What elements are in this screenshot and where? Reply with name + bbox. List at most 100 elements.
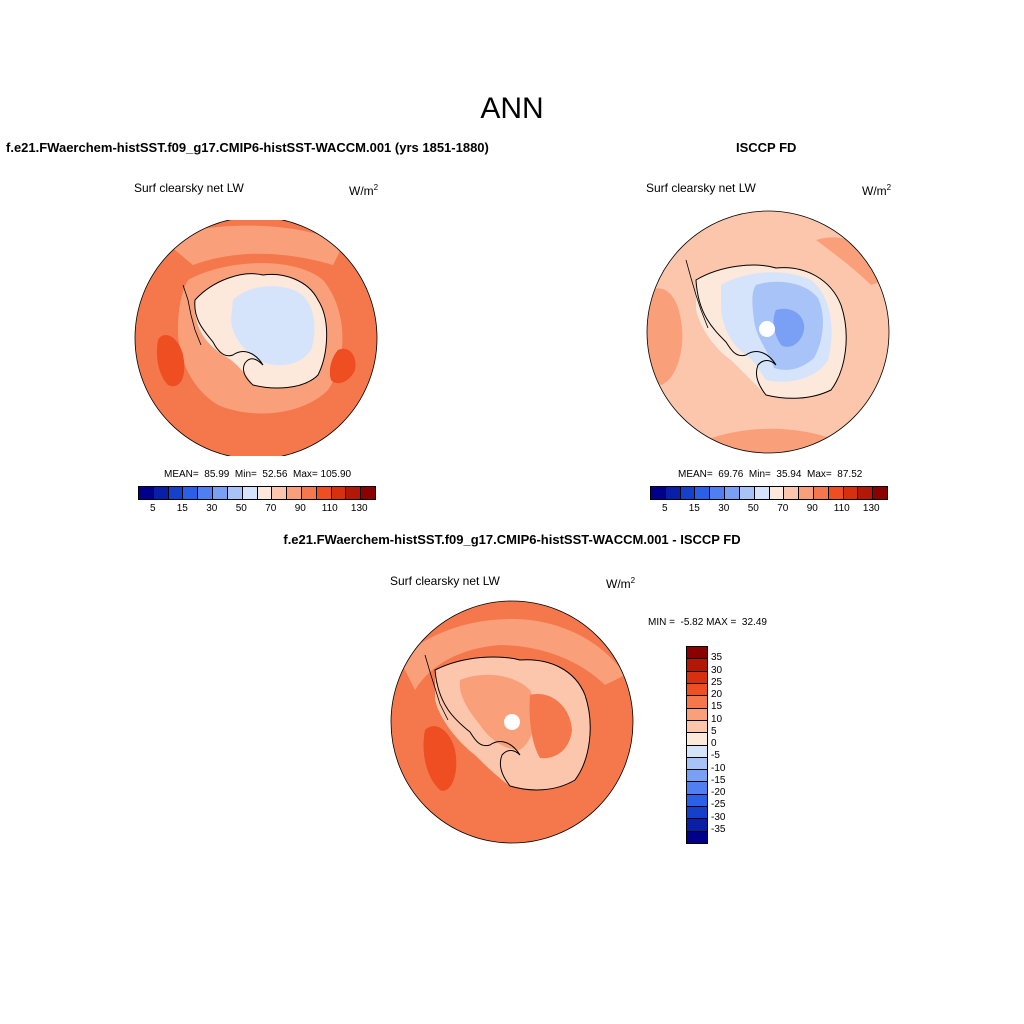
model-colorbar (138, 486, 376, 500)
obs-pole-hole (759, 321, 775, 337)
colorbar-swatch (687, 756, 707, 770)
model-antarctica-interior (231, 286, 315, 366)
obs-antarctica-core (773, 308, 805, 347)
colorbar-swatch (709, 487, 725, 499)
diff-panel-title: f.e21.FWaerchem-histSST.f09_g17.CMIP6-hi… (283, 532, 741, 547)
model-colorbar-labels: 5 15 30 50 70 90 110 130 (138, 503, 374, 517)
diff-variable-label: Surf clearsky net LW (390, 574, 500, 588)
model-panel-title: f.e21.FWaerchem-histSST.f09_g17.CMIP6-hi… (6, 140, 489, 155)
colorbar-tick-label: 130 (862, 503, 880, 514)
diff-hot-patch-west (423, 726, 457, 791)
colorbar-tick-label: 30 (206, 503, 218, 514)
model-variable-label: Surf clearsky net LW (134, 181, 244, 195)
diff-units-label: W/m2 (606, 576, 636, 591)
colorbar-tick-label: 5 (661, 503, 668, 514)
colorbar-swatch (256, 487, 272, 499)
diff-map-border (390, 600, 634, 844)
obs-polar-map (646, 210, 890, 454)
colorbar-tick-label: 25 (711, 676, 723, 688)
main-title: ANN (480, 92, 544, 125)
colorbar-tick-label: -35 (711, 823, 726, 835)
diff-polar-map (390, 600, 634, 844)
colorbar-swatch (651, 487, 665, 499)
colorbar-swatch (330, 487, 346, 499)
colorbar-tick-label: -20 (711, 787, 726, 798)
colorbar-tick-label: 70 (777, 503, 789, 514)
diff-antarctica-east (529, 694, 572, 759)
obs-variable-label: Surf clearsky net LW (646, 181, 756, 195)
colorbar-tick-label: 0 (711, 738, 717, 749)
obs-warm-patch-northeast (816, 237, 886, 285)
colorbar-swatch (167, 487, 183, 499)
colorbar-tick-label: 30 (718, 503, 730, 514)
colorbar-swatch (687, 682, 707, 696)
colorbar-tick-label: -5 (711, 750, 720, 762)
colorbar-tick-label: 5 (149, 503, 156, 514)
colorbar-swatch (345, 487, 361, 499)
colorbar-tick-label: 35 (711, 652, 723, 664)
colorbar-tick-label: 90 (294, 503, 306, 514)
colorbar-swatch (360, 487, 375, 499)
colorbar-swatch (842, 487, 858, 499)
colorbar-swatch (687, 830, 707, 843)
colorbar-swatch (687, 818, 707, 831)
diff-pole-hole (504, 714, 520, 730)
model-map-border (134, 220, 378, 456)
colorbar-tick-label: 15 (711, 701, 723, 713)
colorbar-tick-label: 50 (235, 503, 247, 514)
colorbar-swatch (724, 487, 739, 499)
obs-panel-title: ISCCP FD (736, 140, 797, 155)
colorbar-swatch (687, 647, 707, 659)
colorbar-tick-label: 10 (711, 713, 723, 725)
model-coastline (194, 273, 328, 389)
colorbar-swatch (286, 487, 301, 499)
colorbar-swatch (241, 487, 257, 499)
colorbar-swatch (687, 732, 707, 745)
colorbar-tick-label: 5 (711, 725, 717, 737)
colorbar-swatch (687, 658, 707, 671)
diff-coastline (434, 656, 591, 791)
colorbar-swatch (738, 487, 754, 499)
obs-peninsula-coast (685, 259, 709, 329)
colorbar-swatch (687, 806, 707, 819)
colorbar-swatch (687, 793, 707, 807)
obs-colorbar-labels: 5 15 30 50 70 90 110 130 (650, 503, 886, 517)
colorbar-swatch (152, 487, 168, 499)
obs-units-label: W/m2 (862, 183, 892, 198)
colorbar-swatch (226, 487, 242, 499)
colorbar-swatch (687, 719, 707, 733)
colorbar-swatch (812, 487, 828, 499)
model-units-label: W/m2 (349, 183, 379, 198)
colorbar-tick-label: -15 (711, 774, 726, 786)
colorbar-swatch (872, 487, 887, 499)
colorbar-tick-label: 30 (711, 664, 723, 676)
colorbar-swatch (687, 695, 707, 708)
colorbar-swatch (271, 487, 287, 499)
colorbar-swatch (139, 487, 153, 499)
colorbar-swatch (694, 487, 710, 499)
colorbar-swatch (798, 487, 813, 499)
colorbar-swatch (687, 744, 707, 757)
obs-map-border (646, 210, 890, 454)
model-polar-map (134, 220, 378, 456)
obs-stats: MEAN= 69.76 Min= 35.94 Max= 87.52 (678, 469, 863, 480)
colorbar-tick-label: 110 (833, 503, 850, 514)
colorbar-swatch (687, 707, 707, 720)
colorbar-tick-label: 20 (711, 689, 723, 700)
colorbar-swatch (857, 487, 873, 499)
colorbar-swatch (783, 487, 799, 499)
diff-antarctica-interior (459, 674, 536, 750)
colorbar-tick-label: 15 (176, 503, 188, 514)
colorbar-swatch (687, 781, 707, 794)
diff-peninsula-coast (424, 654, 449, 721)
colorbar-tick-label: -25 (711, 799, 726, 811)
colorbar-tick-label: 50 (747, 503, 759, 514)
colorbar-swatch (679, 487, 695, 499)
colorbar-tick-label: 90 (806, 503, 818, 514)
colorbar-tick-label: 110 (321, 503, 338, 514)
model-hot-patch-west (156, 335, 185, 387)
diff-minmax-label: MIN = -5.82 MAX = 32.49 (648, 617, 767, 628)
diff-colorbar (686, 646, 708, 844)
colorbar-tick-label: 130 (350, 503, 368, 514)
model-outer-band (163, 225, 343, 265)
